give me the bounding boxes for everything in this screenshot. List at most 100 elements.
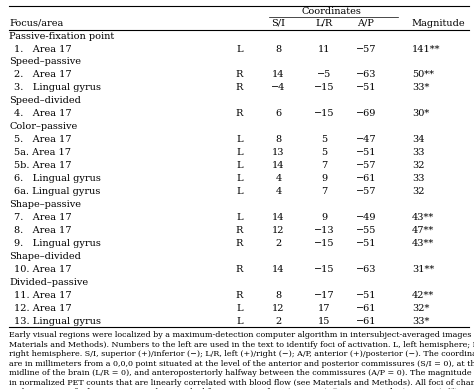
Text: −57: −57 xyxy=(356,187,376,196)
Text: L/R: L/R xyxy=(316,19,333,28)
Text: 50**: 50** xyxy=(412,70,434,79)
Text: L: L xyxy=(236,213,243,222)
Text: −49: −49 xyxy=(356,213,376,222)
Text: Speed–divided: Speed–divided xyxy=(9,96,82,105)
Text: R: R xyxy=(236,109,243,118)
Text: 11. Area 17: 11. Area 17 xyxy=(14,291,72,300)
Text: 7: 7 xyxy=(321,187,328,196)
Text: −57: −57 xyxy=(356,161,376,170)
Text: L: L xyxy=(236,161,243,170)
Text: L: L xyxy=(236,44,243,54)
Text: −63: −63 xyxy=(356,70,376,79)
Text: 6.   Lingual gyrus: 6. Lingual gyrus xyxy=(14,174,101,183)
Text: 4: 4 xyxy=(275,174,282,183)
Text: 4: 4 xyxy=(275,187,282,196)
Text: L: L xyxy=(236,304,243,313)
Text: Early visual regions were localized by a maximum-detection computer algorithm in: Early visual regions were localized by a… xyxy=(9,331,474,389)
Text: −47: −47 xyxy=(356,135,376,144)
Text: −15: −15 xyxy=(314,83,335,93)
Text: 1.   Area 17: 1. Area 17 xyxy=(14,44,72,54)
Text: 10. Area 17: 10. Area 17 xyxy=(14,265,72,274)
Text: −61: −61 xyxy=(356,304,376,313)
Text: Color–passive: Color–passive xyxy=(9,122,78,131)
Text: Focus/area: Focus/area xyxy=(9,19,64,28)
Text: Coordinates: Coordinates xyxy=(301,7,361,16)
Text: 43**: 43** xyxy=(412,213,434,222)
Text: R: R xyxy=(236,239,243,248)
Text: Magnitude: Magnitude xyxy=(412,19,465,28)
Text: −4: −4 xyxy=(271,83,286,93)
Text: S/I: S/I xyxy=(272,19,285,28)
Text: 5b. Area 17: 5b. Area 17 xyxy=(14,161,72,170)
Text: 14: 14 xyxy=(272,70,285,79)
Text: L: L xyxy=(236,135,243,144)
Text: R: R xyxy=(236,226,243,235)
Text: −51: −51 xyxy=(356,291,376,300)
Text: 14: 14 xyxy=(272,161,285,170)
Text: 12: 12 xyxy=(272,304,285,313)
Text: 12. Area 17: 12. Area 17 xyxy=(14,304,72,313)
Text: 7.   Area 17: 7. Area 17 xyxy=(14,213,72,222)
Text: 8: 8 xyxy=(275,44,282,54)
Text: 8: 8 xyxy=(275,291,282,300)
Text: 141**: 141** xyxy=(412,44,440,54)
Text: 47**: 47** xyxy=(412,226,434,235)
Text: 5: 5 xyxy=(321,135,328,144)
Text: 8: 8 xyxy=(275,135,282,144)
Text: 17: 17 xyxy=(318,304,331,313)
Text: R: R xyxy=(236,265,243,274)
Text: 11: 11 xyxy=(318,44,331,54)
Text: L: L xyxy=(236,148,243,157)
Text: 9.   Lingual gyrus: 9. Lingual gyrus xyxy=(14,239,101,248)
Text: Passive-fixation point: Passive-fixation point xyxy=(9,32,115,40)
Text: 5a. Area 17: 5a. Area 17 xyxy=(14,148,71,157)
Text: 33*: 33* xyxy=(412,83,429,93)
Text: 2: 2 xyxy=(275,317,282,326)
Text: −57: −57 xyxy=(356,44,376,54)
Text: −69: −69 xyxy=(356,109,376,118)
Text: L: L xyxy=(236,187,243,196)
Text: 15: 15 xyxy=(318,317,331,326)
Text: 13. Lingual gyrus: 13. Lingual gyrus xyxy=(14,317,101,326)
Text: 7: 7 xyxy=(321,161,328,170)
Text: 42**: 42** xyxy=(412,291,434,300)
Text: 2.   Area 17: 2. Area 17 xyxy=(14,70,72,79)
Text: 43**: 43** xyxy=(412,239,434,248)
Text: 13: 13 xyxy=(272,148,285,157)
Text: −13: −13 xyxy=(314,226,335,235)
Text: 32: 32 xyxy=(412,187,424,196)
Text: 33: 33 xyxy=(412,148,424,157)
Text: 30*: 30* xyxy=(412,109,429,118)
Text: 34: 34 xyxy=(412,135,424,144)
Text: −15: −15 xyxy=(314,109,335,118)
Text: 31**: 31** xyxy=(412,265,434,274)
Text: L: L xyxy=(236,317,243,326)
Text: 5.   Area 17: 5. Area 17 xyxy=(14,135,72,144)
Text: R: R xyxy=(236,70,243,79)
Text: 12: 12 xyxy=(272,226,285,235)
Text: −5: −5 xyxy=(317,70,331,79)
Text: R: R xyxy=(236,291,243,300)
Text: −61: −61 xyxy=(356,174,376,183)
Text: 5: 5 xyxy=(321,148,328,157)
Text: 8.   Area 17: 8. Area 17 xyxy=(14,226,72,235)
Text: R: R xyxy=(236,83,243,93)
Text: 32: 32 xyxy=(412,161,424,170)
Text: Shape–passive: Shape–passive xyxy=(9,200,82,209)
Text: −17: −17 xyxy=(314,291,335,300)
Text: −15: −15 xyxy=(314,239,335,248)
Text: 3.   Lingual gyrus: 3. Lingual gyrus xyxy=(14,83,101,93)
Text: 6a. Lingual gyrus: 6a. Lingual gyrus xyxy=(14,187,100,196)
Text: Shape–divided: Shape–divided xyxy=(9,252,82,261)
Text: 14: 14 xyxy=(272,265,285,274)
Text: 6: 6 xyxy=(275,109,282,118)
Text: L: L xyxy=(236,174,243,183)
Text: −51: −51 xyxy=(356,83,376,93)
Text: 9: 9 xyxy=(321,213,328,222)
Text: −51: −51 xyxy=(356,239,376,248)
Text: −55: −55 xyxy=(356,226,376,235)
Text: 9: 9 xyxy=(321,174,328,183)
Text: 33: 33 xyxy=(412,174,424,183)
Text: 2: 2 xyxy=(275,239,282,248)
Text: 14: 14 xyxy=(272,213,285,222)
